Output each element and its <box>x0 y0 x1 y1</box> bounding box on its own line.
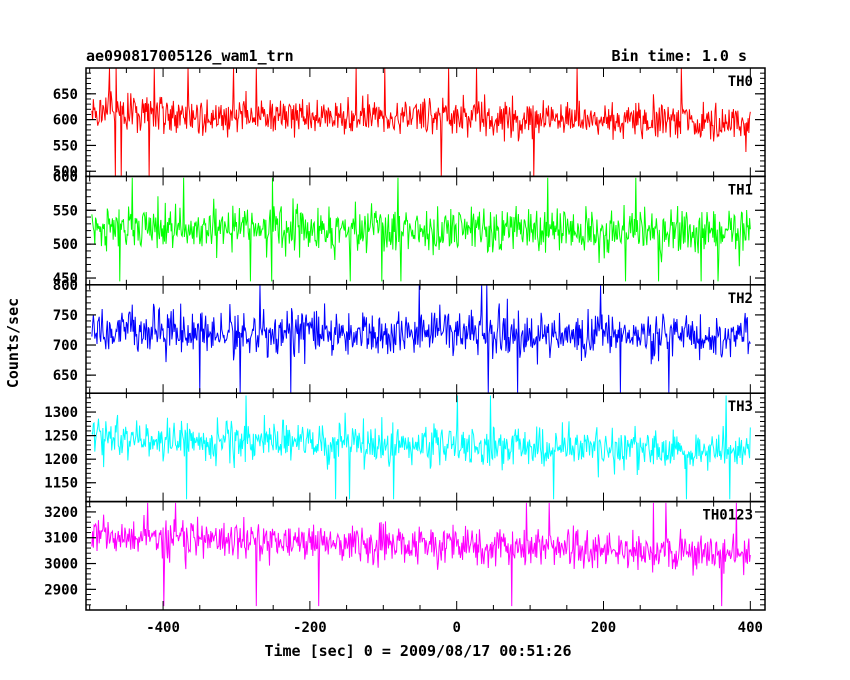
x-axis-ticks: -400 -200 0 200 400 <box>146 620 763 636</box>
y-tick-label: 500 <box>53 164 78 180</box>
y-tick-label: 2900 <box>44 582 78 598</box>
x-tick-label: 400 <box>738 620 763 636</box>
series-th1 <box>91 177 751 282</box>
y-tick-label: 800 <box>53 278 78 294</box>
x-tick-label: -200 <box>293 620 327 636</box>
chart-title-right: Bin time: 1.0 s <box>612 47 747 65</box>
y-tick-label: 1150 <box>44 476 78 492</box>
series-th0123 <box>91 502 751 607</box>
y-tick-label: 1200 <box>44 452 78 468</box>
panel-th3: 1150 1200 1250 1300 TH3 <box>44 392 766 503</box>
x-tick-label: 0 <box>452 620 460 636</box>
y-tick-label: 550 <box>53 203 78 219</box>
panel-th0: 500 550 600 650 TH0 <box>53 67 766 180</box>
panel-label: TH3 <box>728 399 753 415</box>
panel-th1: 450 500 550 600 TH1 <box>53 169 766 287</box>
series-th3 <box>91 395 751 500</box>
series-th2 <box>91 284 751 394</box>
y-tick-label: 600 <box>53 113 78 129</box>
x-tick-label: 200 <box>591 620 616 636</box>
x-tick-label: -400 <box>146 620 180 636</box>
x-axis-label: Time [sec] 0 = 2009/08/17 00:51:26 <box>264 642 571 660</box>
y-tick-label: 1250 <box>44 429 78 445</box>
panel-label: TH0 <box>728 74 753 90</box>
y-tick-label: 3100 <box>44 531 78 547</box>
y-tick-label: 550 <box>53 138 78 154</box>
panel-label: TH2 <box>728 291 753 307</box>
y-tick-label: 3000 <box>44 557 78 573</box>
y-tick-label: 700 <box>53 338 78 354</box>
y-tick-label: 650 <box>53 87 78 103</box>
panel-frame <box>85 500 766 611</box>
y-tick-label: 500 <box>53 237 78 253</box>
y-tick-label: 750 <box>53 308 78 324</box>
y-tick-label: 650 <box>53 368 78 384</box>
y-axis-label: Counts/sec <box>4 298 22 388</box>
chart-title-left: ae090817005126_wam1_trn <box>86 47 294 65</box>
panel-th2: 650 700 750 800 TH2 <box>53 278 766 394</box>
y-tick-label: 3200 <box>44 505 78 521</box>
series-th0 <box>91 68 751 177</box>
y-tick-label: 600 <box>53 169 78 185</box>
y-tick-label: 1300 <box>44 405 78 421</box>
y-tick-label: 450 <box>53 271 78 287</box>
panel-label: TH1 <box>728 182 753 198</box>
panel-label: TH0123 <box>702 508 753 524</box>
panels-group: 500 550 600 650 TH0 450 500 550 600 TH1 650 700 750 8… <box>44 67 766 611</box>
panel-th0123: 2900 3000 3100 3200 TH0123 <box>44 500 766 611</box>
